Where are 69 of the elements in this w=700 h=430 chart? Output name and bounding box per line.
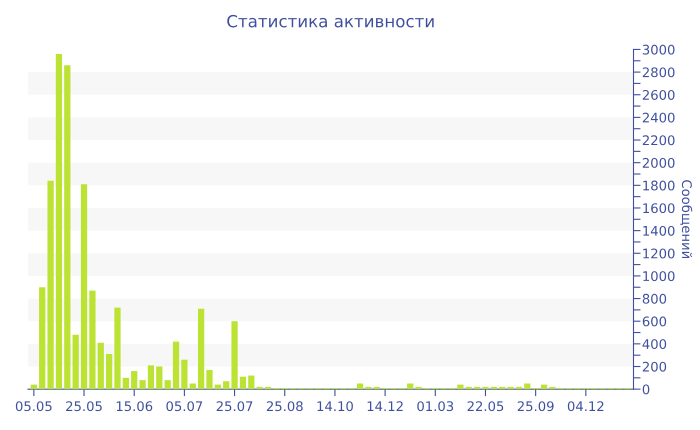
bar: [80, 184, 88, 390]
bar: [499, 386, 506, 390]
bar: [56, 54, 62, 390]
bar: [122, 378, 129, 390]
bar: [72, 334, 79, 390]
bar: [164, 380, 171, 390]
bar: [231, 321, 238, 390]
bar: [148, 365, 154, 390]
bar: [89, 290, 96, 390]
bar: [98, 342, 104, 390]
y-tick-label: 1800: [643, 180, 675, 191]
y-tick-label: 1000: [643, 271, 675, 282]
bar: [356, 383, 364, 390]
bar: [156, 366, 162, 390]
y-tick-label: 600: [642, 316, 666, 326]
bar: [198, 308, 204, 390]
x-tick-label: 25.05: [66, 401, 102, 412]
x-tick-label: 05.07: [166, 401, 202, 412]
x-tick-label: 22.05: [468, 401, 504, 412]
y-tick-label: 2000: [642, 158, 675, 168]
bar: [256, 386, 263, 390]
bar: [47, 180, 54, 390]
bar: [39, 287, 46, 390]
bar: [190, 383, 196, 390]
bar: [466, 386, 472, 390]
bar: [240, 376, 246, 390]
bar: [549, 386, 556, 390]
bar: [457, 384, 464, 390]
x-tick-label: 15.06: [116, 401, 152, 412]
bar: [214, 384, 221, 390]
x-tick-label: 04.12: [568, 401, 604, 412]
y-axis-title: Сообщений: [680, 180, 692, 258]
bar: [223, 381, 230, 390]
bar: [30, 384, 37, 390]
bar: [248, 376, 254, 390]
bar: [206, 370, 213, 390]
x-tick-label: 25.09: [518, 401, 554, 412]
y-tick-label: 400: [642, 339, 666, 350]
x-tick-label: 01.03: [417, 401, 454, 412]
x-tick-label: 14.10: [317, 401, 353, 412]
bar: [540, 384, 548, 390]
y-tick-label: 800: [642, 294, 666, 304]
bar: [131, 371, 138, 390]
y-tick-label: 1600: [643, 203, 675, 214]
x-tick-label: 25.07: [216, 401, 252, 412]
y-tick-label: 3000: [642, 44, 675, 55]
y-tick-label: 200: [642, 362, 666, 372]
x-tick-label: 14.12: [368, 401, 403, 411]
y-tick-label: 0: [642, 384, 650, 394]
y-tick-label: 1200: [643, 248, 675, 258]
x-tick-label: 25.08: [266, 401, 303, 412]
bar: [106, 354, 112, 390]
chart-title: Статистика активности: [227, 14, 434, 28]
y-tick-label: 2400: [642, 112, 675, 123]
bar: [139, 380, 146, 390]
bar: [114, 308, 121, 390]
bar: [181, 360, 188, 390]
bar: [524, 383, 530, 390]
bar: [64, 65, 70, 390]
bar: [374, 386, 380, 390]
y-tick-label: 2200: [642, 135, 675, 146]
y-tick-label: 1400: [643, 226, 675, 236]
bar: [172, 342, 180, 390]
bar: [365, 386, 372, 390]
x-tick-label: 05.05: [16, 401, 52, 412]
y-tick-label: 2800: [642, 67, 675, 78]
y-tick-label: 2600: [642, 90, 675, 100]
bar: [407, 383, 414, 390]
bar: [490, 386, 497, 390]
